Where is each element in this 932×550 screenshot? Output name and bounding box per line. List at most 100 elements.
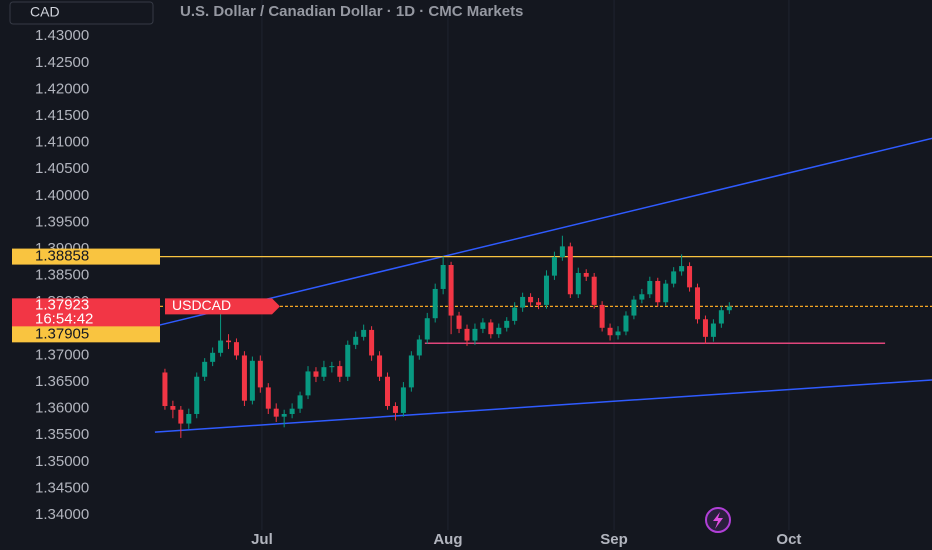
candle-body xyxy=(551,257,557,276)
candle-body xyxy=(663,283,669,303)
x-tick-label: Sep xyxy=(600,531,628,548)
candle-body xyxy=(313,371,319,377)
candle-body xyxy=(226,340,232,343)
candle-body xyxy=(170,406,176,410)
candle-body xyxy=(345,344,351,377)
candle-body xyxy=(679,266,685,272)
candle-body xyxy=(520,296,526,308)
candle-body xyxy=(392,406,398,413)
countdown: 16:54:42 xyxy=(35,310,93,327)
x-tick-label: Aug xyxy=(433,531,462,548)
y-tick-label: 1.36000 xyxy=(35,400,89,417)
price-label: 1.37905 xyxy=(35,325,89,342)
candle-body xyxy=(305,371,311,396)
candle-body xyxy=(655,280,661,303)
y-tick-label: 1.40000 xyxy=(35,187,89,204)
candle-body xyxy=(281,413,287,417)
grid xyxy=(261,0,790,530)
price-box xyxy=(12,326,160,343)
candle-body xyxy=(361,329,367,337)
candle-body xyxy=(583,272,589,277)
candle-body xyxy=(504,320,510,328)
y-tick-label: 1.39500 xyxy=(35,213,89,230)
candle-body xyxy=(718,310,724,324)
y-tick-label: 1.41500 xyxy=(35,107,89,124)
candle-body xyxy=(178,409,184,424)
candle-body xyxy=(528,296,534,303)
y-tick-label: 1.43000 xyxy=(35,27,89,44)
candle-body xyxy=(408,355,414,388)
candle-body xyxy=(639,294,645,300)
y-tick-label: 1.35000 xyxy=(35,453,89,470)
lightning-icon[interactable] xyxy=(705,507,731,533)
candle-body xyxy=(472,328,478,341)
y-tick-label: 1.35500 xyxy=(35,426,89,443)
candle-body xyxy=(623,315,629,332)
currency[interactable]: CAD xyxy=(30,4,60,20)
chart-title: U.S. Dollar / Canadian Dollar · 1D · CMC… xyxy=(180,3,523,20)
candle-body xyxy=(369,329,375,356)
symbol-box[interactable] xyxy=(9,1,154,25)
candle-body xyxy=(543,275,549,305)
candle-body xyxy=(559,246,565,258)
candle-body xyxy=(607,327,613,336)
candle-body xyxy=(416,339,422,356)
y-tick-label: 1.40500 xyxy=(35,160,89,177)
y-tick-label: 1.34000 xyxy=(35,506,89,523)
candle-body xyxy=(202,361,208,377)
candle-body xyxy=(575,272,581,295)
candle-body xyxy=(567,246,573,295)
candle-body xyxy=(591,276,597,305)
candle-body xyxy=(233,342,239,356)
candle-body xyxy=(695,287,701,320)
candle-body xyxy=(710,323,716,337)
candle-body xyxy=(488,322,494,335)
candle-body xyxy=(726,306,732,311)
candle-body xyxy=(647,280,653,295)
candle-body xyxy=(496,327,502,335)
candle-body xyxy=(186,413,192,424)
symbol-tag xyxy=(165,298,280,315)
price-box xyxy=(12,248,160,265)
candle-body xyxy=(385,376,391,407)
candle-body xyxy=(249,360,255,401)
candle-body xyxy=(289,408,295,414)
candle-body xyxy=(273,408,279,417)
candle-body xyxy=(448,265,454,316)
candle-body xyxy=(536,302,542,305)
candle-body xyxy=(702,319,708,337)
candles xyxy=(162,235,732,438)
candle-body xyxy=(337,366,343,377)
candle-body xyxy=(353,336,359,345)
candle-body xyxy=(321,367,327,377)
candle-body xyxy=(297,395,303,409)
candle-body xyxy=(631,299,637,316)
candle-body xyxy=(257,360,263,388)
candle-body xyxy=(194,376,200,414)
candle-body xyxy=(480,322,486,329)
candle-body xyxy=(210,352,216,362)
y-tick-label: 1.34500 xyxy=(35,479,89,496)
candle-body xyxy=(599,304,605,328)
x-tick-label: Jul xyxy=(251,531,273,548)
candle-body xyxy=(162,372,168,407)
y-tick-label: 1.38500 xyxy=(35,267,89,284)
candle-body xyxy=(400,387,406,413)
candle-body xyxy=(424,318,430,340)
candle-body xyxy=(456,315,462,329)
y-tick-label: 1.42500 xyxy=(35,54,89,71)
y-tick-label: 1.42000 xyxy=(35,80,89,97)
candle-body xyxy=(432,288,438,319)
y-tick-label: 1.41000 xyxy=(35,134,89,151)
price-label: 1.38858 xyxy=(35,248,89,265)
y-tick-label: 1.36500 xyxy=(35,373,89,390)
candle-body xyxy=(687,266,693,288)
trend-line xyxy=(154,137,932,327)
price-label: 1.37923 xyxy=(35,296,89,313)
icon-bolt[interactable] xyxy=(713,512,723,529)
symbol-label: USDCAD xyxy=(172,297,231,313)
candle-body xyxy=(512,307,518,321)
